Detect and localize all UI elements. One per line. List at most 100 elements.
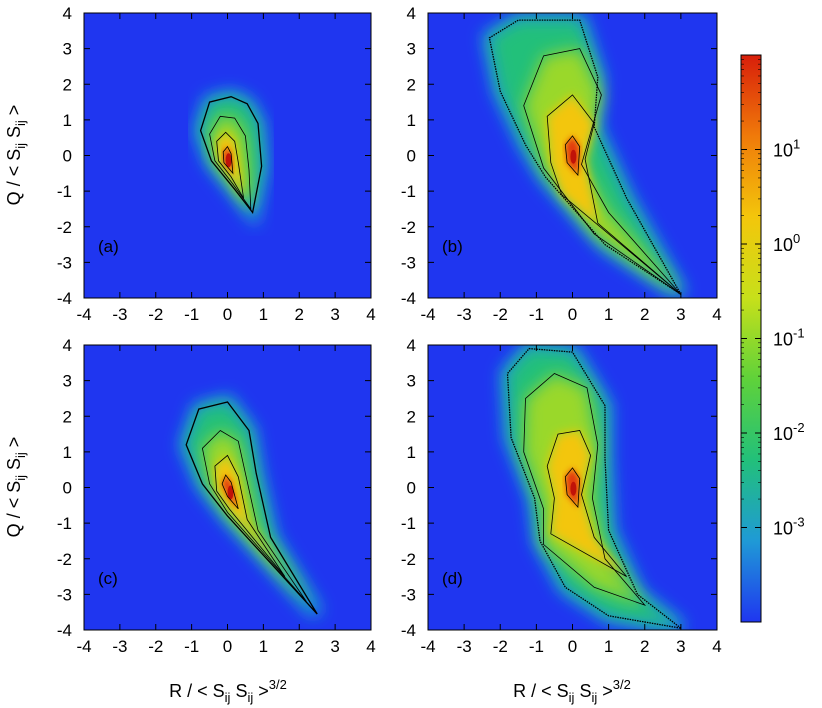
x-tick-label: -3 bbox=[112, 305, 127, 324]
y-tick-label: -3 bbox=[57, 585, 72, 604]
contour-line-level-1 bbox=[506, 347, 682, 629]
y-tick-label: -1 bbox=[57, 514, 72, 533]
panel-1: -4 -3 -2 -1 0 1 2 3 4 -4 -3 -2 -1 0 1 2 3 4 (b) bbox=[401, 4, 722, 324]
y-tick-label: 4 bbox=[63, 4, 72, 23]
x-tick-label: 3 bbox=[676, 637, 685, 656]
panel-label: (b) bbox=[442, 237, 463, 256]
panel-3: -4 -3 -2 -1 0 1 2 3 4 -4 -3 -2 -1 0 1 2 3 4 (d) bbox=[401, 336, 722, 656]
x-tick-label: -1 bbox=[184, 637, 199, 656]
x-tick-label: 2 bbox=[640, 637, 649, 656]
y-tick-label: 0 bbox=[63, 147, 72, 166]
x-tick-label: 3 bbox=[330, 637, 339, 656]
contour-line-level-4 bbox=[564, 467, 581, 509]
contour-line-level-1 bbox=[488, 19, 682, 295]
y-tick-label: -1 bbox=[401, 514, 416, 533]
y-tick-label: 2 bbox=[407, 75, 416, 94]
colorbar-tick-label: 10-3 bbox=[773, 515, 805, 539]
contour-line-level-2 bbox=[523, 373, 647, 606]
x-tick-label: -3 bbox=[457, 305, 472, 324]
colorbar: 101 100 10-1 10-2 10-3 bbox=[740, 54, 805, 623]
y-tick-label: 1 bbox=[63, 111, 72, 130]
contour-line-level-3 bbox=[216, 131, 244, 199]
x-tick-label: -1 bbox=[529, 305, 544, 324]
y-tick-label: -3 bbox=[401, 585, 416, 604]
x-tick-label: 1 bbox=[259, 637, 268, 656]
y-axis-label: Q / < Sij Sij > bbox=[4, 437, 28, 538]
contour-line-level-2 bbox=[209, 115, 252, 211]
x-tick-label: 1 bbox=[259, 305, 268, 324]
y-tick-label: -1 bbox=[401, 182, 416, 201]
panel-label: (a) bbox=[98, 237, 119, 256]
x-axis-label: R / < Sij Sij >3/2 bbox=[169, 677, 287, 705]
axis-labels-layer: R / < Sij Sij >3/2 R / < Sij Sij >3/2 Q / … bbox=[4, 105, 631, 705]
y-tick-label: -1 bbox=[57, 182, 72, 201]
colorbar-tick-label: 100 bbox=[773, 231, 800, 255]
x-tick-label: -4 bbox=[420, 305, 435, 324]
y-axis-label: Q / < Sij Sij > bbox=[4, 105, 28, 206]
y-tick-label: 3 bbox=[63, 372, 72, 391]
x-tick-label: 1 bbox=[604, 637, 613, 656]
x-tick-label: -2 bbox=[148, 637, 163, 656]
x-tick-label: -3 bbox=[112, 637, 127, 656]
y-tick-label: 4 bbox=[63, 336, 72, 355]
y-tick-label: 1 bbox=[407, 443, 416, 462]
y-tick-label: 1 bbox=[63, 443, 72, 462]
contour-line-level-2 bbox=[201, 429, 307, 602]
y-tick-label: -3 bbox=[57, 253, 72, 272]
x-tick-label: -2 bbox=[493, 637, 508, 656]
colorbar-tick-label: 10-1 bbox=[773, 326, 805, 350]
panel-label: (c) bbox=[98, 569, 118, 588]
density-peak bbox=[225, 153, 232, 168]
x-tick-label: -3 bbox=[457, 637, 472, 656]
x-tick-label: -4 bbox=[76, 305, 91, 324]
contour-line-level-3 bbox=[214, 454, 286, 577]
x-tick-label: 2 bbox=[640, 305, 649, 324]
density-fill-level-3 bbox=[547, 430, 627, 577]
x-tick-label: -2 bbox=[493, 305, 508, 324]
y-tick-label: 1 bbox=[407, 111, 416, 130]
y-tick-label: -2 bbox=[401, 218, 416, 237]
y-tick-label: 0 bbox=[63, 479, 72, 498]
y-tick-label: 3 bbox=[63, 40, 72, 59]
y-tick-label: 0 bbox=[407, 147, 416, 166]
contour-line-level-3 bbox=[546, 94, 682, 295]
x-tick-label: 2 bbox=[295, 637, 304, 656]
x-tick-label: 0 bbox=[223, 305, 232, 324]
contour-line-level-3 bbox=[546, 430, 628, 577]
density-fill-level-2 bbox=[523, 373, 645, 606]
contour-line-level-4 bbox=[564, 135, 581, 177]
contour-line-level-4 bbox=[221, 474, 239, 510]
density-peak bbox=[570, 481, 577, 496]
colorbar-tick-label: 10-2 bbox=[773, 420, 805, 444]
y-tick-label: 4 bbox=[407, 336, 416, 355]
x-tick-label: 2 bbox=[295, 305, 304, 324]
y-tick-label: -4 bbox=[401, 621, 416, 640]
y-tick-label: -2 bbox=[57, 550, 72, 569]
density-peak bbox=[570, 149, 577, 164]
y-tick-label: 2 bbox=[63, 75, 72, 94]
contour-line-level-4 bbox=[222, 145, 234, 175]
x-tick-label: -1 bbox=[529, 637, 544, 656]
x-tick-label: -1 bbox=[184, 305, 199, 324]
panel-2: -4 -3 -2 -1 0 1 2 3 4 -4 -3 -2 -1 0 1 2 3 4 (c) bbox=[57, 336, 376, 656]
panel-0: -4 -3 -2 -1 0 1 2 3 4 -4 -3 -2 -1 0 1 2 3 4 (a) bbox=[57, 4, 376, 324]
y-tick-label: -4 bbox=[57, 621, 72, 640]
y-tick-label: -3 bbox=[401, 253, 416, 272]
y-tick-label: -2 bbox=[401, 550, 416, 569]
x-tick-label: 4 bbox=[366, 637, 375, 656]
y-tick-label: 2 bbox=[63, 407, 72, 426]
x-tick-label: 0 bbox=[568, 637, 577, 656]
panel-label: (d) bbox=[442, 569, 463, 588]
x-tick-label: 3 bbox=[330, 305, 339, 324]
x-tick-label: 0 bbox=[568, 305, 577, 324]
density-fill-level-3 bbox=[547, 94, 681, 295]
x-tick-label: 0 bbox=[223, 637, 232, 656]
y-tick-label: 3 bbox=[407, 372, 416, 391]
y-tick-label: 4 bbox=[407, 4, 416, 23]
x-tick-label: 1 bbox=[604, 305, 613, 324]
x-tick-label: -4 bbox=[76, 637, 91, 656]
x-tick-label: 4 bbox=[366, 305, 375, 324]
x-tick-label: -2 bbox=[148, 305, 163, 324]
